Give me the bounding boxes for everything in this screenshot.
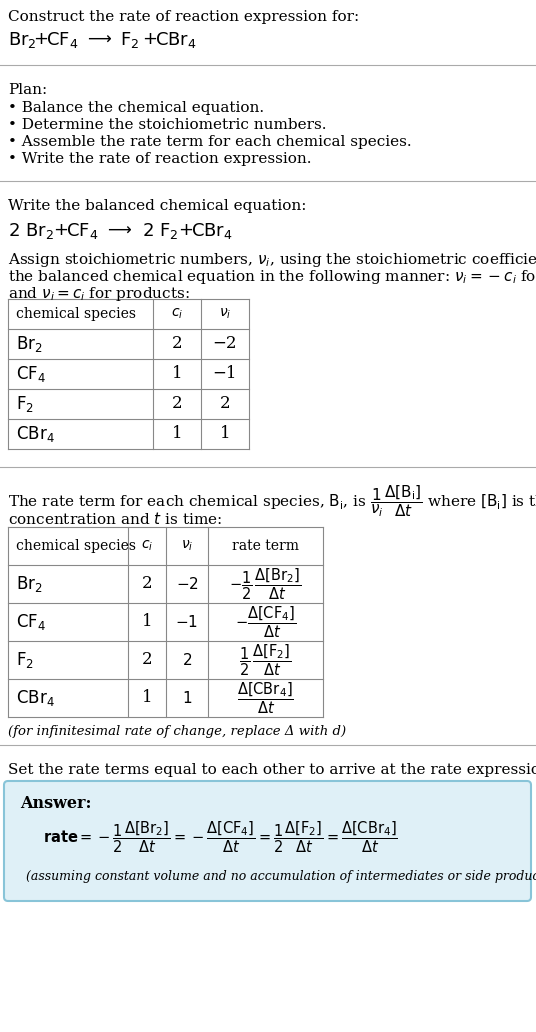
Text: and $\nu_i = c_i$ for products:: and $\nu_i = c_i$ for products: bbox=[8, 285, 190, 303]
Text: • Determine the stoichiometric numbers.: • Determine the stoichiometric numbers. bbox=[8, 118, 326, 132]
Text: $+$: $+$ bbox=[142, 30, 157, 49]
Text: $\mathrm{CBr_4}$: $\mathrm{CBr_4}$ bbox=[191, 221, 233, 241]
Text: −2: −2 bbox=[213, 335, 237, 353]
Text: $\mathbf{rate} = -\dfrac{1}{2}\dfrac{\Delta[\mathrm{Br_2}]}{\Delta t} = -\dfrac{: $\mathbf{rate} = -\dfrac{1}{2}\dfrac{\De… bbox=[43, 819, 398, 854]
Text: • Assemble the rate term for each chemical species.: • Assemble the rate term for each chemic… bbox=[8, 135, 412, 149]
Text: 1: 1 bbox=[142, 613, 152, 631]
Text: $\mathrm{CF_4}$: $\mathrm{CF_4}$ bbox=[16, 364, 46, 384]
Text: The rate term for each chemical species, $\mathrm{B_i}$, is $\dfrac{1}{\nu_i}\df: The rate term for each chemical species,… bbox=[8, 483, 536, 519]
Text: 1: 1 bbox=[142, 689, 152, 707]
Text: $\longrightarrow$: $\longrightarrow$ bbox=[104, 221, 132, 238]
Text: 1: 1 bbox=[172, 425, 182, 443]
Text: $\mathrm{CBr_4}$: $\mathrm{CBr_4}$ bbox=[155, 30, 197, 50]
Text: $\mathrm{F_2}$: $\mathrm{F_2}$ bbox=[120, 30, 139, 50]
Text: chemical species: chemical species bbox=[16, 307, 136, 321]
Text: $\dfrac{\Delta[\mathrm{CBr_4}]}{\Delta t}$: $\dfrac{\Delta[\mathrm{CBr_4}]}{\Delta t… bbox=[237, 680, 294, 716]
Text: rate term: rate term bbox=[232, 539, 299, 553]
Text: Assign stoichiometric numbers, $\nu_i$, using the stoichiometric coefficients, $: Assign stoichiometric numbers, $\nu_i$, … bbox=[8, 251, 536, 269]
Text: $-2$: $-2$ bbox=[176, 576, 198, 592]
Text: concentration and $t$ is time:: concentration and $t$ is time: bbox=[8, 511, 222, 527]
Text: Write the balanced chemical equation:: Write the balanced chemical equation: bbox=[8, 199, 307, 213]
Text: chemical species: chemical species bbox=[16, 539, 136, 553]
FancyBboxPatch shape bbox=[4, 781, 531, 901]
Text: $\mathrm{Br_2}$: $\mathrm{Br_2}$ bbox=[16, 574, 43, 594]
Text: $+$: $+$ bbox=[53, 221, 68, 239]
Text: $\mathrm{CBr_4}$: $\mathrm{CBr_4}$ bbox=[16, 424, 55, 444]
Text: $\mathrm{2\ Br_2}$: $\mathrm{2\ Br_2}$ bbox=[8, 221, 54, 241]
Text: $1$: $1$ bbox=[182, 690, 192, 706]
Text: Construct the rate of reaction expression for:: Construct the rate of reaction expressio… bbox=[8, 10, 359, 24]
Text: $c_i$: $c_i$ bbox=[141, 539, 153, 553]
Text: −1: −1 bbox=[213, 365, 237, 383]
Text: (assuming constant volume and no accumulation of intermediates or side products): (assuming constant volume and no accumul… bbox=[26, 870, 536, 883]
Text: • Write the rate of reaction expression.: • Write the rate of reaction expression. bbox=[8, 152, 311, 166]
Text: $\nu_i$: $\nu_i$ bbox=[181, 539, 193, 553]
Text: $\longrightarrow$: $\longrightarrow$ bbox=[84, 30, 112, 47]
Text: $2$: $2$ bbox=[182, 652, 192, 668]
Text: $\mathrm{2\ F_2}$: $\mathrm{2\ F_2}$ bbox=[142, 221, 178, 241]
Text: $c_i$: $c_i$ bbox=[171, 307, 183, 321]
Text: $\mathrm{Br_2}$: $\mathrm{Br_2}$ bbox=[8, 30, 36, 50]
Text: 2: 2 bbox=[220, 395, 230, 413]
Text: $\mathrm{CF_4}$: $\mathrm{CF_4}$ bbox=[66, 221, 99, 241]
Text: the balanced chemical equation in the following manner: $\nu_i = -c_i$ for react: the balanced chemical equation in the fo… bbox=[8, 268, 536, 286]
Text: $\mathrm{Br_2}$: $\mathrm{Br_2}$ bbox=[16, 334, 43, 354]
Text: Answer:: Answer: bbox=[20, 795, 92, 812]
Text: 1: 1 bbox=[172, 365, 182, 383]
Text: 1: 1 bbox=[220, 425, 230, 443]
Text: (for infinitesimal rate of change, replace Δ with d): (for infinitesimal rate of change, repla… bbox=[8, 725, 346, 738]
Text: $-\dfrac{\Delta[\mathrm{CF_4}]}{\Delta t}$: $-\dfrac{\Delta[\mathrm{CF_4}]}{\Delta t… bbox=[235, 604, 296, 640]
Text: $\mathrm{CF_4}$: $\mathrm{CF_4}$ bbox=[46, 30, 78, 50]
Text: 2: 2 bbox=[172, 395, 182, 413]
Text: $\nu_i$: $\nu_i$ bbox=[219, 307, 231, 321]
Text: • Balance the chemical equation.: • Balance the chemical equation. bbox=[8, 101, 264, 115]
Text: $\mathrm{CBr_4}$: $\mathrm{CBr_4}$ bbox=[16, 688, 55, 708]
Text: $\mathrm{F_2}$: $\mathrm{F_2}$ bbox=[16, 394, 34, 414]
Text: $-\dfrac{1}{2}\,\dfrac{\Delta[\mathrm{Br_2}]}{\Delta t}$: $-\dfrac{1}{2}\,\dfrac{\Delta[\mathrm{Br… bbox=[229, 567, 302, 602]
Text: Set the rate terms equal to each other to arrive at the rate expression:: Set the rate terms equal to each other t… bbox=[8, 763, 536, 777]
Text: 2: 2 bbox=[142, 576, 152, 592]
Text: $\dfrac{1}{2}\,\dfrac{\Delta[\mathrm{F_2}]}{\Delta t}$: $\dfrac{1}{2}\,\dfrac{\Delta[\mathrm{F_2… bbox=[239, 642, 292, 678]
Text: Plan:: Plan: bbox=[8, 83, 47, 97]
Text: 2: 2 bbox=[142, 651, 152, 669]
Text: $\mathrm{CF_4}$: $\mathrm{CF_4}$ bbox=[16, 612, 46, 632]
Text: $-1$: $-1$ bbox=[175, 614, 198, 630]
Text: $+$: $+$ bbox=[178, 221, 193, 239]
Text: $+$: $+$ bbox=[33, 30, 48, 49]
Text: 2: 2 bbox=[172, 335, 182, 353]
Text: $\mathrm{F_2}$: $\mathrm{F_2}$ bbox=[16, 650, 34, 670]
